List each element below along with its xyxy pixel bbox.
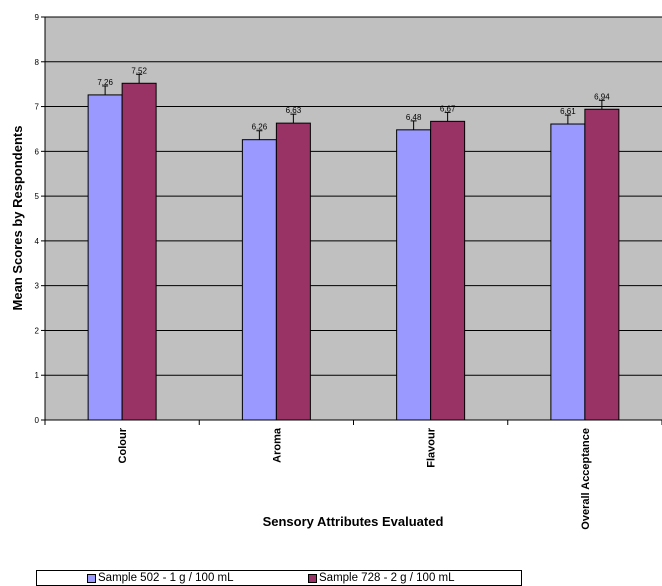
y-tick-labels: 0 1 2 3 4 5 6 7 8 9 <box>35 13 40 425</box>
bar <box>121 82 157 421</box>
category-labels: Colour Aroma Flavour Overall Acceptance <box>117 427 592 530</box>
y-tick-label: 9 <box>35 13 40 22</box>
data-label: 6.61 <box>560 107 576 116</box>
bar <box>275 122 311 421</box>
data-label: 7.52 <box>131 66 147 75</box>
y-tick-label: 4 <box>35 237 40 246</box>
legend-item-sample-728: Sample 728 - 2 g / 100 mL <box>308 572 455 584</box>
y-tick-label: 1 <box>35 371 40 380</box>
bar <box>241 139 277 421</box>
y-tick-label: 6 <box>35 147 40 156</box>
data-label: 7.26 <box>97 78 113 87</box>
y-tick-label: 3 <box>35 282 40 291</box>
data-label: 6.48 <box>406 113 422 122</box>
legend-swatch-sample-728 <box>308 573 317 583</box>
legend: Sample 502 - 1 g / 100 mL Sample 728 - 2… <box>36 570 522 586</box>
data-label: 6.26 <box>252 123 268 132</box>
y-axis-title: Mean Scores by Respondents <box>10 126 25 311</box>
category-label: Colour <box>117 427 129 463</box>
legend-swatch-sample-502 <box>87 573 96 583</box>
y-tick-label: 2 <box>35 326 40 335</box>
y-tick-label: 7 <box>35 103 40 112</box>
category-label: Aroma <box>271 427 283 463</box>
y-tick-label: 5 <box>35 192 40 201</box>
data-label: 6.63 <box>286 106 302 115</box>
y-tick-label: 0 <box>35 416 40 425</box>
data-label: 6.94 <box>594 92 610 101</box>
category-label: Overall Acceptance <box>580 428 592 530</box>
legend-item-sample-502: Sample 502 - 1 g / 100 mL <box>87 572 234 584</box>
axes <box>41 16 662 425</box>
x-axis-title: Sensory Attributes Evaluated <box>263 514 444 529</box>
error-bars <box>102 73 605 140</box>
bar <box>396 129 432 421</box>
bar <box>430 120 466 421</box>
data-label: 6.67 <box>440 104 456 113</box>
bar <box>87 94 123 421</box>
y-tick-label: 8 <box>35 58 40 67</box>
category-label: Flavour <box>426 427 438 467</box>
data-labels: 7.26 7.52 6.26 6.63 6.48 6.67 6.61 6.94 <box>97 66 610 131</box>
bar <box>584 108 620 421</box>
legend-label-sample-502: Sample 502 - 1 g / 100 mL <box>98 572 234 584</box>
legend-label-sample-728: Sample 728 - 2 g / 100 mL <box>319 572 455 584</box>
bars <box>87 82 620 421</box>
bar <box>550 123 586 421</box>
